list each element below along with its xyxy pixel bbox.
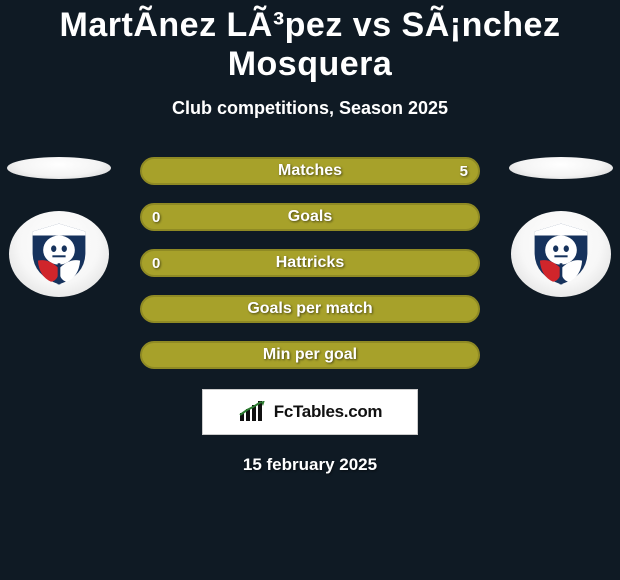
player-left-column — [4, 157, 114, 297]
stat-label: Hattricks — [142, 251, 478, 275]
stat-label: Matches — [142, 159, 478, 183]
stat-value-right: 5 — [460, 159, 468, 183]
player-right-ellipse — [509, 157, 613, 179]
stat-bars: Matches 5 0 Goals 0 Hattricks Goals per … — [140, 157, 480, 369]
player-left-crest — [9, 211, 109, 297]
date-text: 15 february 2025 — [0, 455, 620, 475]
brand-box: FcTables.com — [202, 389, 418, 435]
stat-row: 0 Goals — [140, 203, 480, 231]
stat-label: Goals — [142, 205, 478, 229]
stat-label: Min per goal — [142, 343, 478, 367]
stat-row: 0 Hattricks — [140, 249, 480, 277]
crest-icon — [26, 221, 92, 287]
content-area: Matches 5 0 Goals 0 Hattricks Goals per … — [0, 157, 620, 475]
brand-text: FcTables.com — [274, 402, 383, 422]
player-right-column — [506, 157, 616, 297]
player-right-crest — [511, 211, 611, 297]
stat-row: Goals per match — [140, 295, 480, 323]
stat-row: Matches 5 — [140, 157, 480, 185]
stat-row: Min per goal — [140, 341, 480, 369]
page-title: MartÃ­nez LÃ³pez vs SÃ¡nchez Mosquera — [0, 6, 620, 84]
crest-icon — [528, 221, 594, 287]
stat-label: Goals per match — [142, 297, 478, 321]
page-subtitle: Club competitions, Season 2025 — [0, 98, 620, 119]
brand-chart-icon — [238, 401, 268, 423]
player-left-ellipse — [7, 157, 111, 179]
